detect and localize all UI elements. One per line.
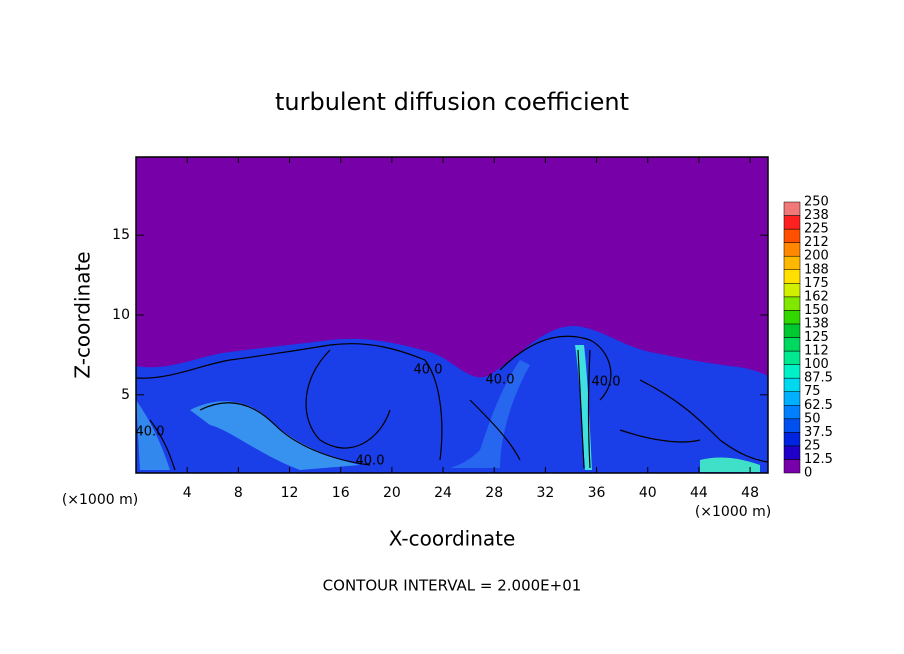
colorbar-label: 12.5 <box>804 452 833 467</box>
colorbar-band <box>783 228 801 243</box>
colorbar-band <box>783 215 801 230</box>
colorbar-band <box>783 296 801 311</box>
y-axis-label: Z-coordinate <box>71 251 95 378</box>
x-tick-label: 40 <box>639 485 657 501</box>
x-tick-label: 28 <box>485 485 503 501</box>
colorbar-band <box>783 323 801 338</box>
colorbar-band <box>783 432 801 447</box>
colorbar-label: 112 <box>804 344 829 359</box>
x-tick-label: 12 <box>281 485 299 501</box>
colorbar-band <box>783 405 801 420</box>
chart-title: turbulent diffusion coefficient <box>275 88 629 116</box>
colorbar-band <box>783 283 801 298</box>
colorbar-label: 150 <box>804 303 829 318</box>
colorbar-label: 175 <box>804 276 829 291</box>
colorbar-band <box>783 242 801 257</box>
colorbar-label: 238 <box>804 208 829 223</box>
colorbar-band <box>783 364 801 379</box>
field-streak <box>136 400 170 470</box>
colorbar-label: 125 <box>804 330 829 345</box>
contour-field <box>135 157 769 473</box>
contour-label: 40.0 <box>136 425 165 440</box>
field-streak <box>190 401 360 470</box>
colorbar-label: 200 <box>804 249 829 264</box>
field-streak <box>700 457 760 472</box>
colorbar-label: 37.5 <box>804 425 833 440</box>
colorbar-label: 87.5 <box>804 371 833 386</box>
x-tick-label: 4 <box>183 485 192 501</box>
colorbar-label: 225 <box>804 222 829 237</box>
x-tick-label: 44 <box>690 485 708 501</box>
x-unit-label: (×1000 m) <box>695 504 771 520</box>
colorbar-label: 75 <box>804 384 821 399</box>
colorbar-label: 162 <box>804 289 829 304</box>
colorbar-band <box>783 459 801 474</box>
colorbar-band <box>783 255 801 271</box>
y-tick-label: 10 <box>112 307 130 323</box>
colorbar-band <box>783 350 801 365</box>
x-tick-label: 20 <box>383 485 401 501</box>
x-tick-label: 48 <box>741 485 759 501</box>
colorbar-label: 25 <box>804 438 821 453</box>
footer: CONTOUR INTERVAL = 2.000E+01 <box>323 577 582 595</box>
colorbar-label: 0 <box>804 466 812 481</box>
colorbar-band <box>783 269 801 284</box>
colorbar-band <box>783 377 801 392</box>
y-tick-label: 15 <box>112 227 130 243</box>
contour-label: 40.0 <box>592 375 621 390</box>
x-unit-label: (×1000 m) <box>62 492 138 508</box>
colorbar-label: 50 <box>804 411 821 426</box>
x-tick-label: 8 <box>234 485 243 501</box>
x-axis-label: X-coordinate <box>389 527 516 551</box>
colorbar-label: 138 <box>804 316 829 331</box>
colorbar-band <box>783 310 801 325</box>
contour-label: 40.0 <box>486 373 515 388</box>
colorbar-label: 188 <box>804 262 829 277</box>
colorbar-label: 62.5 <box>804 398 833 413</box>
x-tick-label: 16 <box>332 485 350 501</box>
contour-label: 40.0 <box>356 454 385 469</box>
colorbar-band <box>783 418 801 433</box>
x-tick-label: 32 <box>536 485 554 501</box>
contour-label: 40.0 <box>414 363 443 378</box>
field-streak <box>450 360 530 468</box>
colorbar-label: 100 <box>804 357 829 372</box>
contour-lines <box>135 335 769 471</box>
colorbar-label: 212 <box>804 235 829 250</box>
colorbar-band <box>783 445 801 460</box>
x-tick-label: 24 <box>434 485 452 501</box>
x-tick-label: 36 <box>588 485 606 501</box>
y-tick-label: 5 <box>121 387 130 403</box>
colorbar-band <box>783 337 801 352</box>
colorbar-label: 250 <box>804 195 829 210</box>
colorbar-band <box>783 201 801 216</box>
field-region <box>136 325 768 473</box>
colorbar-band <box>783 391 801 406</box>
